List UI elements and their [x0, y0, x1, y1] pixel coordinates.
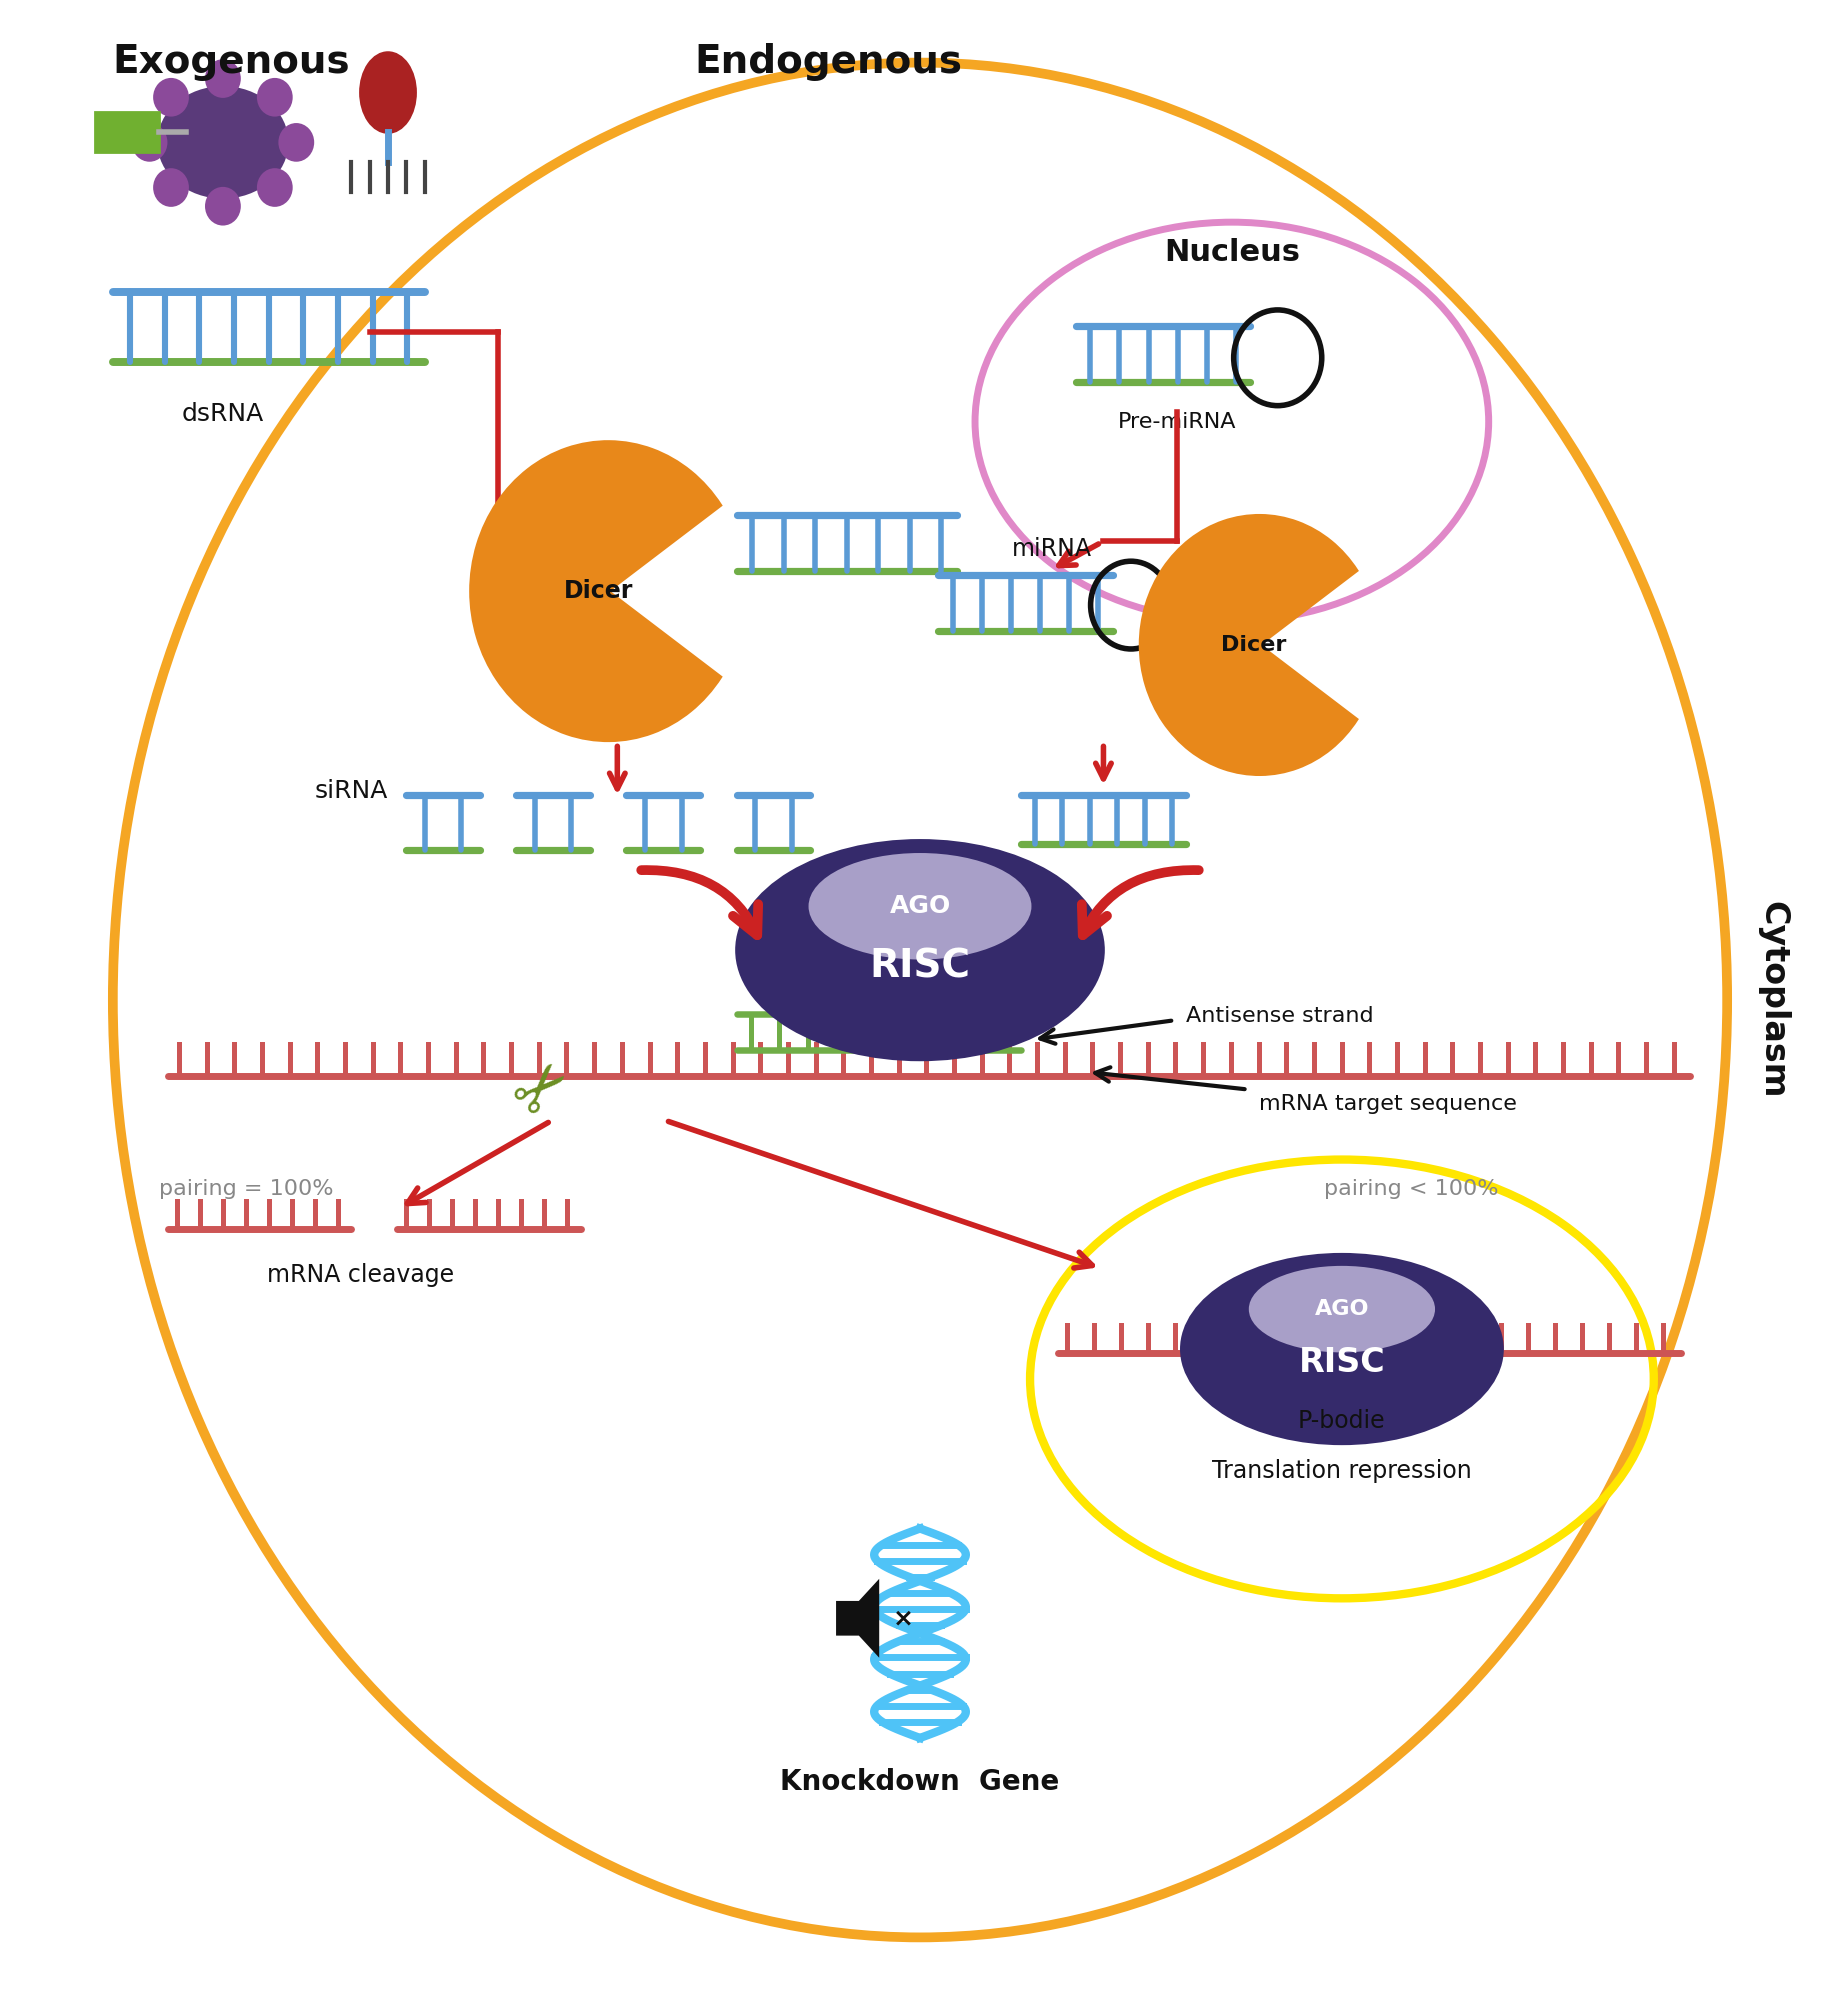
Circle shape	[257, 170, 291, 206]
Text: Antisense strand: Antisense strand	[1186, 1006, 1374, 1026]
Text: mRNA cleavage: mRNA cleavage	[267, 1264, 454, 1288]
Text: Knockdown  Gene: Knockdown Gene	[780, 1768, 1059, 1796]
Text: ✂: ✂	[500, 1046, 587, 1132]
Wedge shape	[471, 442, 721, 740]
Text: siRNA: siRNA	[314, 778, 388, 802]
Text: Pre-miRNA: Pre-miRNA	[1116, 412, 1236, 432]
Polygon shape	[837, 1582, 877, 1654]
Ellipse shape	[1249, 1268, 1433, 1352]
Text: AGO: AGO	[1313, 1300, 1368, 1320]
Text: Cytoplasm: Cytoplasm	[1756, 902, 1789, 1098]
Text: RISC: RISC	[1298, 1346, 1385, 1380]
Text: Dicer: Dicer	[565, 580, 633, 604]
Text: AGO: AGO	[888, 894, 951, 918]
Ellipse shape	[1181, 1254, 1502, 1444]
Circle shape	[206, 60, 239, 96]
Text: Endogenous: Endogenous	[693, 42, 962, 80]
Circle shape	[154, 80, 188, 116]
Text: Exogenous: Exogenous	[112, 42, 349, 80]
Text: Nucleus: Nucleus	[1164, 238, 1298, 266]
Ellipse shape	[360, 52, 416, 132]
Text: P-bodie: P-bodie	[1296, 1408, 1385, 1432]
Circle shape	[206, 188, 239, 224]
Circle shape	[154, 170, 188, 206]
Circle shape	[257, 80, 291, 116]
Ellipse shape	[809, 854, 1030, 958]
Ellipse shape	[158, 88, 287, 198]
Text: mRNA target sequence: mRNA target sequence	[1258, 1094, 1517, 1114]
Text: miRNA: miRNA	[1011, 538, 1091, 562]
Circle shape	[280, 124, 313, 160]
Text: Dicer: Dicer	[1221, 634, 1285, 654]
Text: pairing < 100%: pairing < 100%	[1322, 1180, 1497, 1200]
Wedge shape	[1140, 516, 1357, 774]
Ellipse shape	[736, 840, 1103, 1060]
Text: ×: ×	[892, 1606, 912, 1630]
Text: pairing = 100%: pairing = 100%	[158, 1180, 333, 1200]
Circle shape	[132, 124, 166, 160]
Text: dsRNA: dsRNA	[182, 402, 263, 426]
Polygon shape	[94, 112, 158, 152]
Text: Translation repression: Translation repression	[1212, 1458, 1471, 1482]
Text: RISC: RISC	[870, 948, 969, 986]
